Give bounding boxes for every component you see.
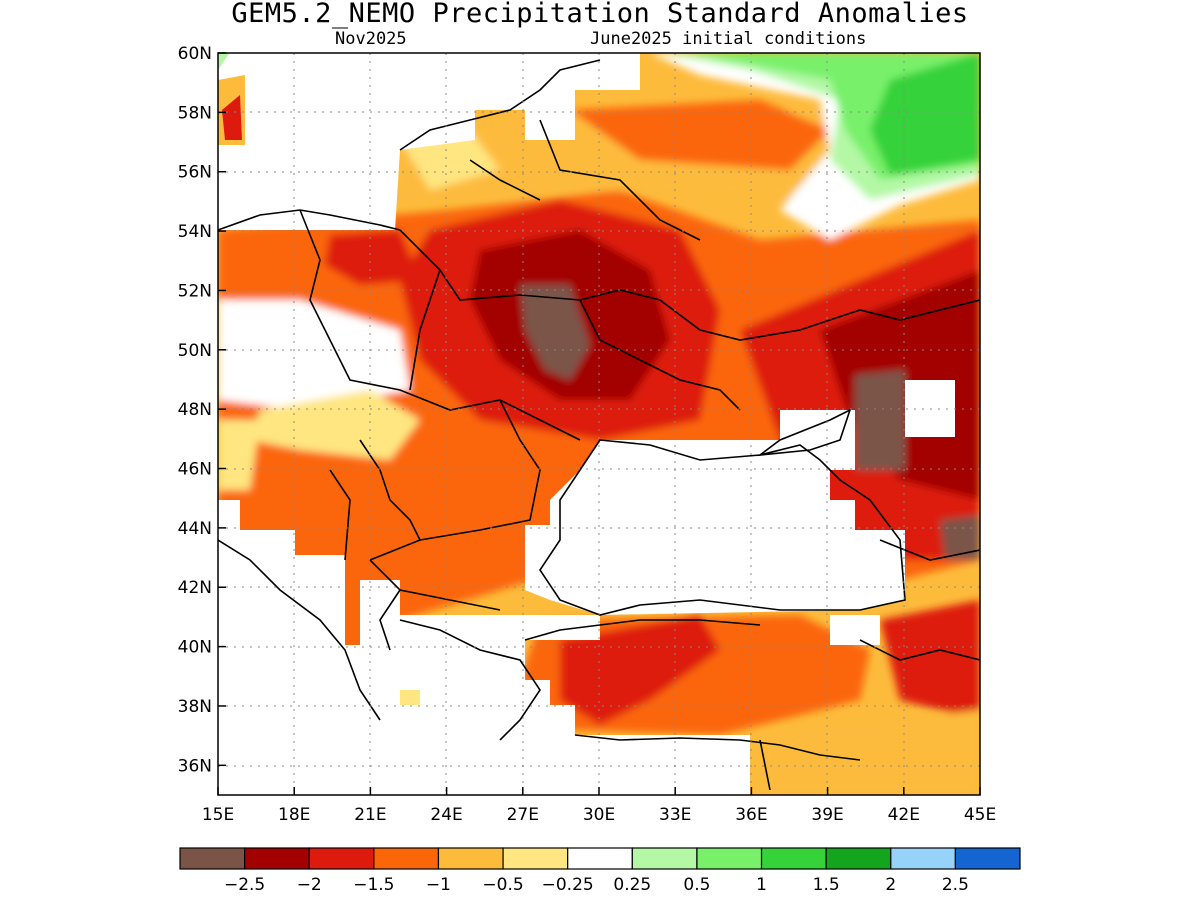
coastlines-and-borders — [218, 59, 980, 791]
lat-tick-label: 50N — [178, 341, 212, 361]
colorbar-label: 2 — [885, 875, 896, 895]
lon-tick-label: 30E — [583, 805, 615, 825]
colorbar-label: 0.25 — [613, 875, 651, 895]
colorbar-label: 1 — [756, 875, 767, 895]
lat-tick-label: 38N — [178, 697, 212, 717]
colorbar-swatch — [179, 847, 246, 870]
colorbar-swatch — [308, 847, 375, 870]
colorbar-label: 1.5 — [813, 875, 840, 895]
colorbar-labels: −2.5 −2 −1.5 −1 −0.5 −0.25 0.25 0.5 1 1.5 2 2.5 — [224, 875, 969, 895]
colorbar-swatch — [437, 847, 504, 870]
lon-tick-label: 36E — [735, 805, 767, 825]
lon-tick-label: 39E — [811, 805, 843, 825]
colorbar-swatch — [373, 847, 440, 870]
colorbar-label: −2 — [297, 875, 322, 895]
colorbar-swatch — [825, 847, 892, 870]
lat-tick-label: 42N — [178, 578, 212, 598]
colorbar-swatch — [567, 847, 633, 870]
colorbar-swatch — [631, 847, 698, 870]
lat-tick-label: 36N — [178, 756, 212, 776]
lon-tick-label: 18E — [278, 805, 310, 825]
masked-sea-areas — [218, 53, 955, 795]
longitude-axis: 15E 18E 21E 24E 27E 30E 33E 36E 39E 42E 45E — [202, 787, 996, 825]
colorbar-swatch — [954, 847, 1021, 870]
lon-tick-label: 15E — [202, 805, 234, 825]
lat-tick-label: 56N — [178, 163, 212, 183]
colorbar-swatch — [890, 847, 956, 870]
anomaly-field — [218, 53, 980, 795]
lat-tick-label: 46N — [178, 460, 212, 480]
lat-tick-label: 54N — [178, 222, 212, 242]
colorbar-label: −1 — [426, 875, 451, 895]
colorbar-swatch — [244, 847, 310, 870]
lon-tick-label: 45E — [964, 805, 996, 825]
colorbar-swatch — [696, 847, 763, 870]
initial-conditions-label: June2025 initial conditions — [590, 29, 867, 49]
colorbar-label: −0.25 — [542, 875, 594, 895]
lon-tick-label: 21E — [354, 805, 386, 825]
lat-tick-label: 40N — [178, 638, 212, 658]
colorbar-label: 2.5 — [942, 875, 969, 895]
lat-tick-label: 44N — [178, 519, 212, 539]
lon-tick-label: 24E — [430, 805, 462, 825]
forecast-month-label: Nov2025 — [335, 29, 407, 49]
lon-tick-label: 42E — [888, 805, 920, 825]
lat-tick-label: 60N — [178, 44, 212, 64]
colorbar-swatch — [760, 847, 827, 870]
lon-tick-label: 33E — [659, 805, 691, 825]
lat-tick-label: 58N — [178, 103, 212, 123]
map-title: GEM5.2_NEMO Precipitation Standard Anoma… — [231, 0, 969, 29]
colorbar-swatch — [502, 847, 569, 870]
colorbar-label: 0.5 — [683, 875, 710, 895]
lat-tick-label: 52N — [178, 281, 212, 301]
lon-tick-label: 27E — [507, 805, 539, 825]
latitude-axis: 36N 38N 40N 42N 44N 46N 48N 50N 52N 54N 56N 58N 60N — [178, 44, 226, 776]
colorbar-label: −0.5 — [482, 875, 523, 895]
lat-tick-label: 48N — [178, 400, 212, 420]
colorbar-label: −2.5 — [224, 875, 265, 895]
colorbar-label: −1.5 — [353, 875, 394, 895]
colorbar — [179, 847, 1021, 870]
